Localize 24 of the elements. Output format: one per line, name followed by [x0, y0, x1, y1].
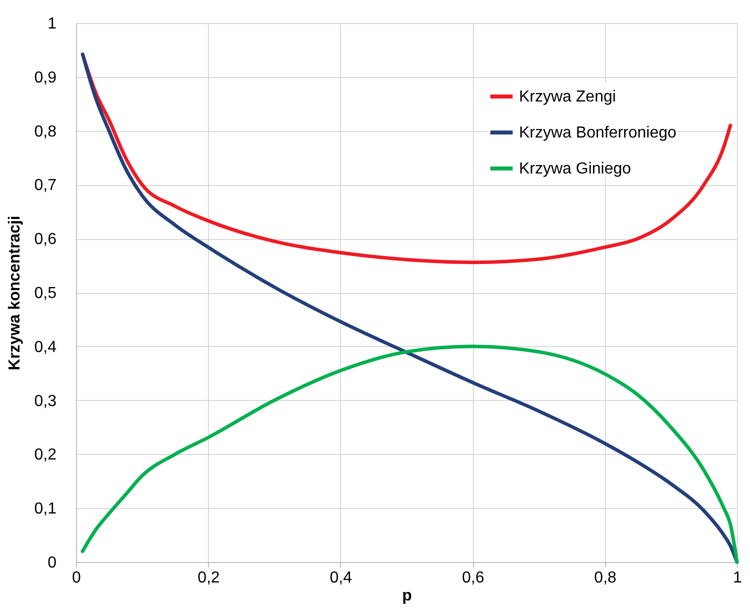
legend-label: Krzywa Zengi — [519, 88, 616, 106]
y-tick-label: 0,4 — [34, 338, 57, 356]
line-series — [80, 344, 739, 564]
x-tick-label: 0 — [72, 570, 82, 586]
x-tick-label: 0,4 — [330, 570, 352, 586]
y-tick-label: 1 — [48, 16, 57, 32]
x-tick-label: 0,2 — [198, 570, 220, 586]
y-tick-label: 0,7 — [34, 177, 57, 194]
y-axis-title: Krzywa koncentracji — [6, 216, 24, 370]
y-tick-label: 0,8 — [34, 123, 57, 140]
y-tick-label: 0,1 — [34, 500, 57, 518]
y-tick-label: 0,2 — [34, 446, 57, 464]
x-tick-label: 1 — [733, 570, 742, 586]
line-series — [80, 52, 739, 564]
y-tick-label: 0,9 — [34, 69, 57, 86]
y-tick-label: 0,6 — [34, 231, 57, 248]
x-tick-label: 0,8 — [594, 570, 617, 586]
legend-label: Krzywa Giniego — [519, 160, 632, 178]
y-tick-label: 0,5 — [34, 285, 57, 302]
legend-label: Krzywa Bonferroniego — [519, 124, 677, 142]
y-tick-label: 0 — [48, 554, 57, 572]
x-axis-title: p — [402, 588, 412, 604]
y-tick-label: 0,3 — [34, 392, 57, 410]
x-tick-label: 0,6 — [462, 570, 484, 586]
